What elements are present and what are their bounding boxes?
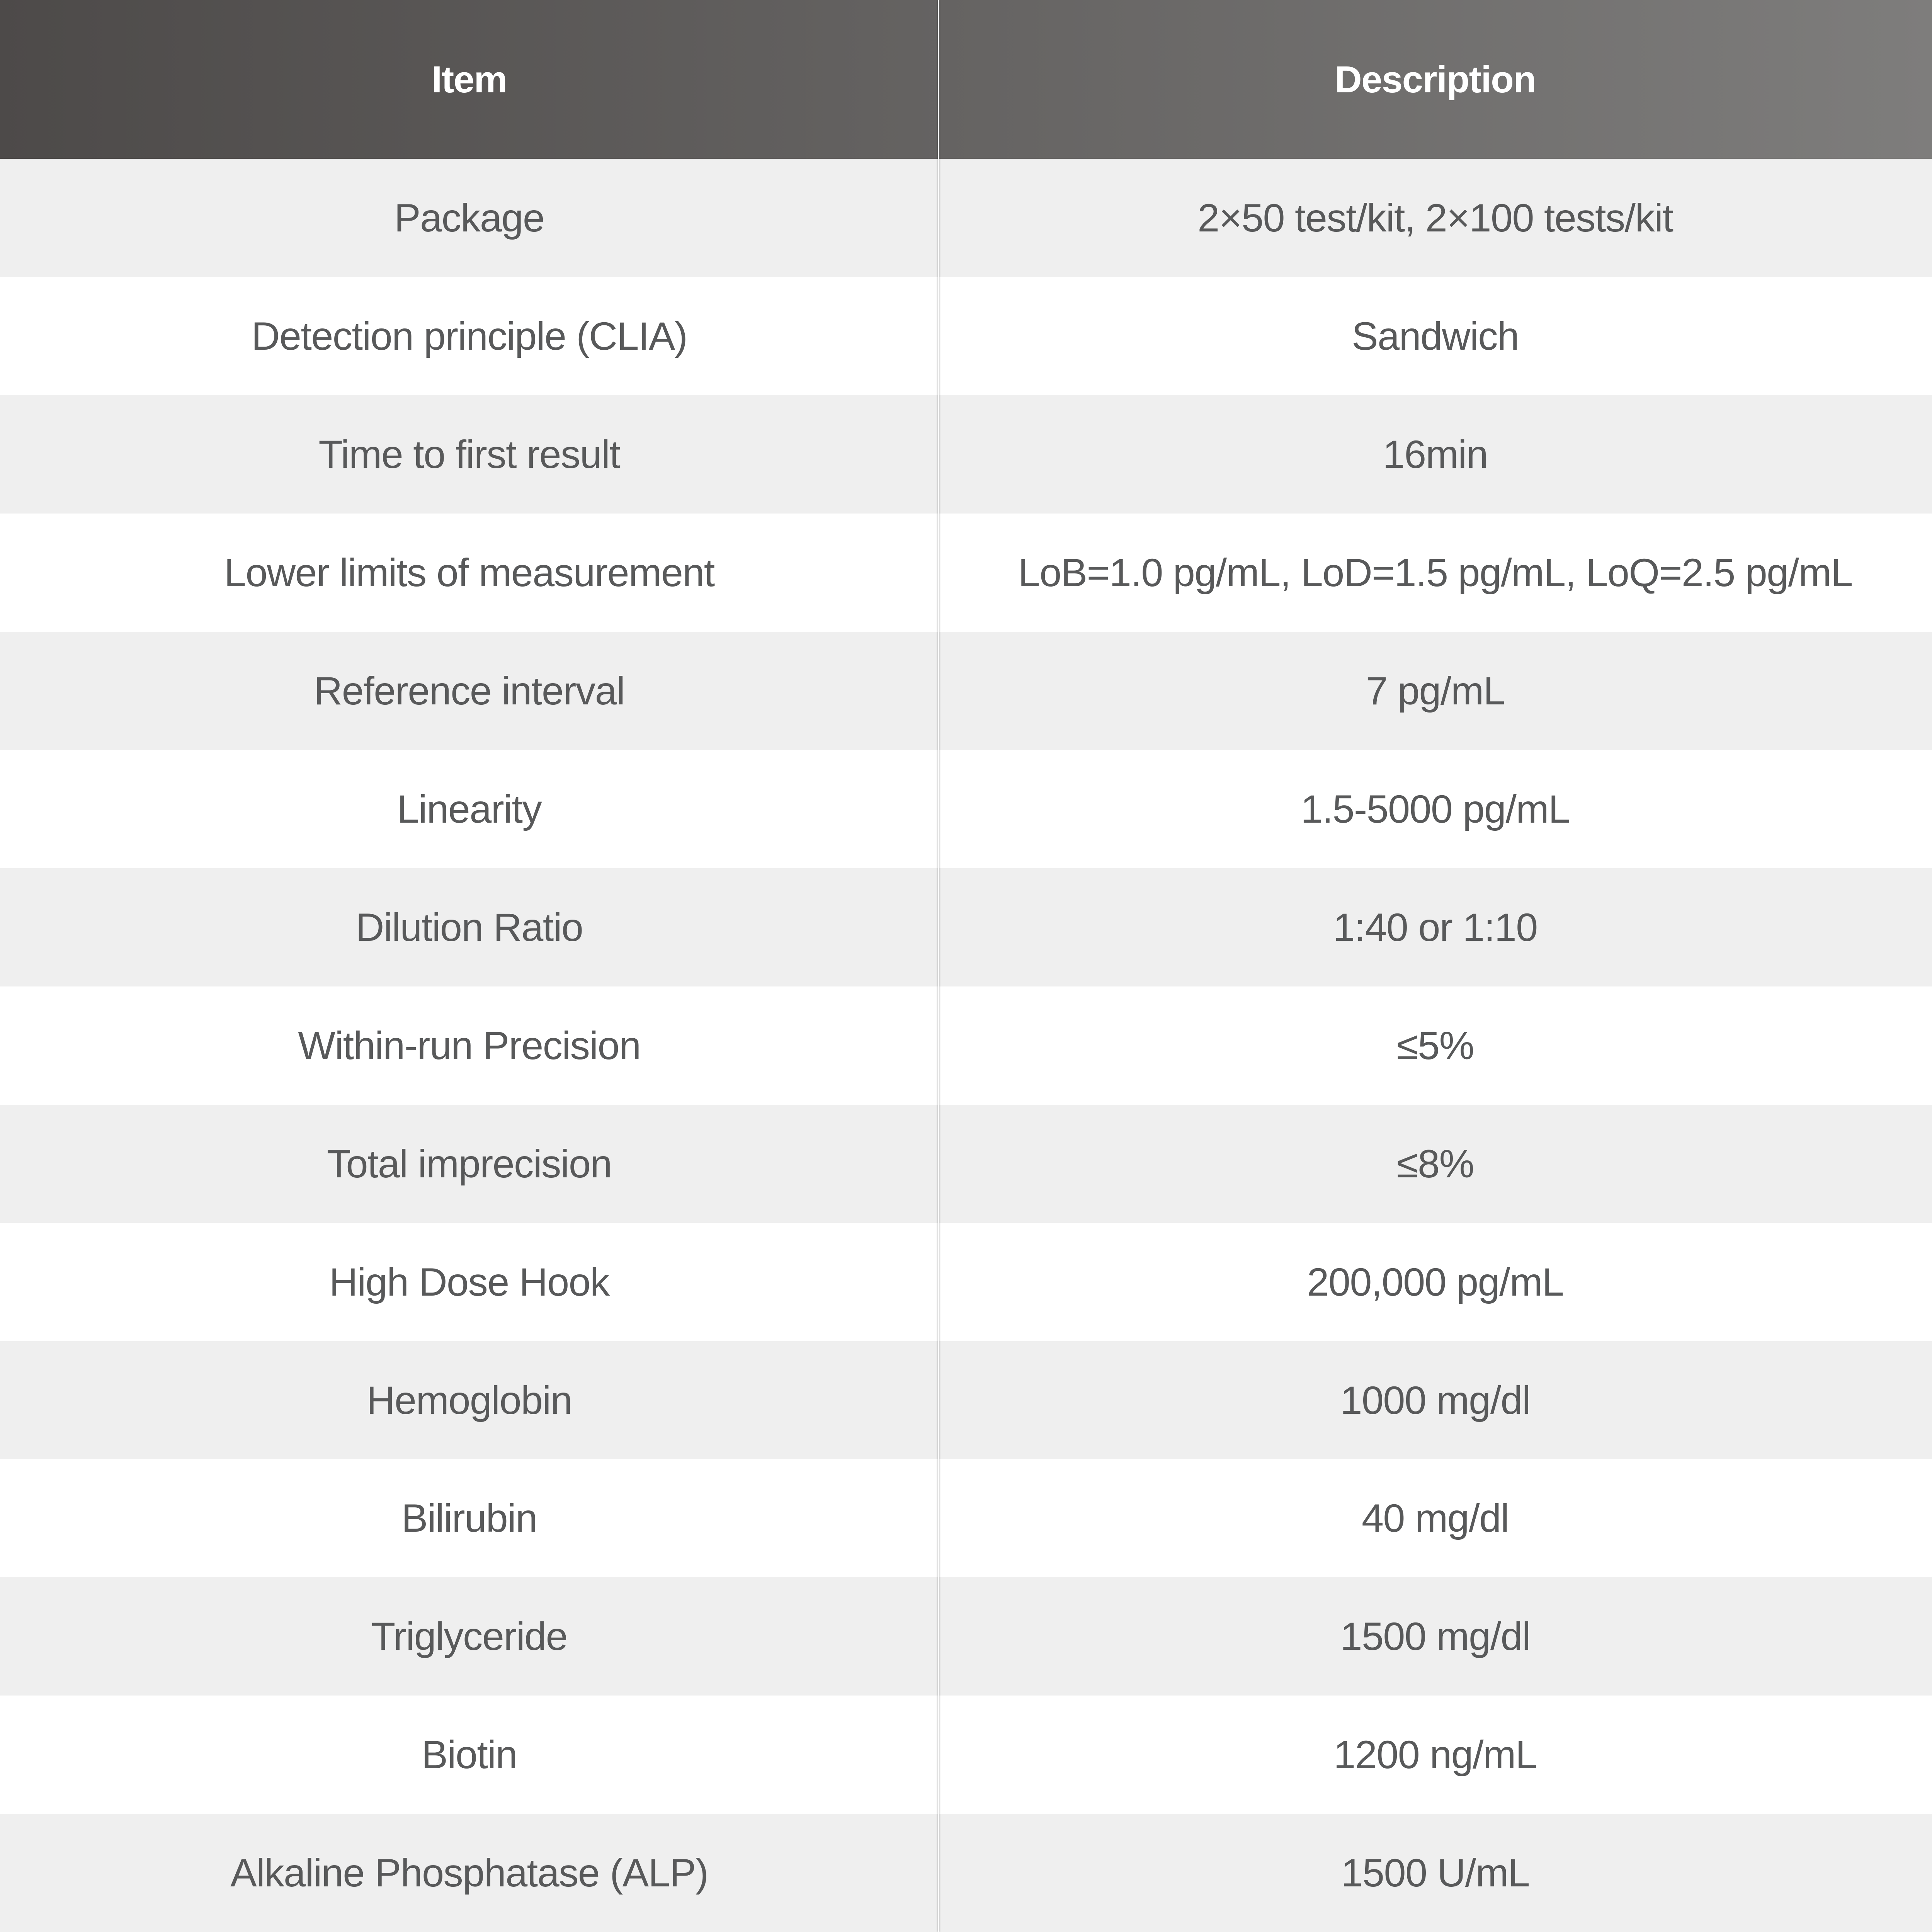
- description-cell: 1:40 or 1:10: [1333, 905, 1538, 949]
- item-cell: Within-run Precision: [298, 1023, 641, 1068]
- item-cell: Triglyceride: [371, 1614, 568, 1659]
- table-row: Biotin 1200 ng/mL: [0, 1696, 1932, 1814]
- item-cell: Hemoglobin: [366, 1378, 573, 1422]
- item-cell: Package: [394, 196, 545, 240]
- item-cell: Time to first result: [318, 432, 620, 477]
- column-divider-line: [937, 0, 939, 1932]
- description-cell: 1.5-5000 pg/mL: [1301, 786, 1570, 831]
- item-cell: Detection principle (CLIA): [251, 314, 687, 359]
- table-row: Total imprecision ≤8%: [0, 1104, 1932, 1223]
- table-row: Within-run Precision ≤5%: [0, 986, 1932, 1105]
- table-row: Time to first result 16min: [0, 395, 1932, 514]
- table-header-row: Item Description: [0, 0, 1932, 159]
- description-cell: Sandwich: [1352, 314, 1519, 359]
- table-row: Lower limits of measurement LoB=1.0 pg/m…: [0, 514, 1932, 632]
- description-cell: 200,000 pg/mL: [1307, 1259, 1564, 1304]
- description-cell: 1500 U/mL: [1341, 1850, 1530, 1895]
- item-cell: Total imprecision: [327, 1141, 612, 1186]
- item-cell: Biotin: [421, 1732, 518, 1777]
- description-cell: 2×50 test/kit, 2×100 tests/kit: [1197, 196, 1673, 240]
- description-cell: 1200 ng/mL: [1333, 1732, 1537, 1777]
- table-row: Package 2×50 test/kit, 2×100 tests/kit: [0, 159, 1932, 277]
- table-row: Dilution Ratio 1:40 or 1:10: [0, 868, 1932, 986]
- table-row: Detection principle (CLIA) Sandwich: [0, 277, 1932, 396]
- table-row: Bilirubin 40 mg/dl: [0, 1459, 1932, 1578]
- description-cell: LoB=1.0 pg/mL, LoD=1.5 pg/mL, LoQ=2.5 pg…: [1018, 550, 1853, 595]
- description-cell: 1500 mg/dl: [1340, 1614, 1531, 1659]
- description-cell: 7 pg/mL: [1366, 668, 1505, 713]
- table-row: Alkaline Phosphatase (ALP) 1500 U/mL: [0, 1814, 1932, 1932]
- item-cell: Linearity: [397, 786, 542, 831]
- table-row: Triglyceride 1500 mg/dl: [0, 1577, 1932, 1696]
- item-cell: Reference interval: [314, 668, 625, 713]
- column-header-description: Description: [1335, 58, 1536, 100]
- table-row: High Dose Hook 200,000 pg/mL: [0, 1223, 1932, 1341]
- item-cell: Lower limits of measurement: [224, 550, 715, 595]
- item-cell: Alkaline Phosphatase (ALP): [230, 1850, 709, 1895]
- item-cell: Bilirubin: [401, 1496, 537, 1541]
- table-row: Linearity 1.5-5000 pg/mL: [0, 750, 1932, 868]
- item-cell: High Dose Hook: [329, 1259, 610, 1304]
- table-row: Reference interval 7 pg/mL: [0, 632, 1932, 750]
- column-header-item: Item: [432, 58, 507, 100]
- description-cell: 1000 mg/dl: [1340, 1378, 1531, 1422]
- description-cell: 16min: [1383, 432, 1488, 477]
- description-cell: ≤5%: [1396, 1023, 1474, 1068]
- item-cell: Dilution Ratio: [355, 905, 583, 949]
- table-row: Hemoglobin 1000 mg/dl: [0, 1341, 1932, 1459]
- description-cell: ≤8%: [1396, 1141, 1474, 1186]
- description-cell: 40 mg/dl: [1361, 1496, 1509, 1541]
